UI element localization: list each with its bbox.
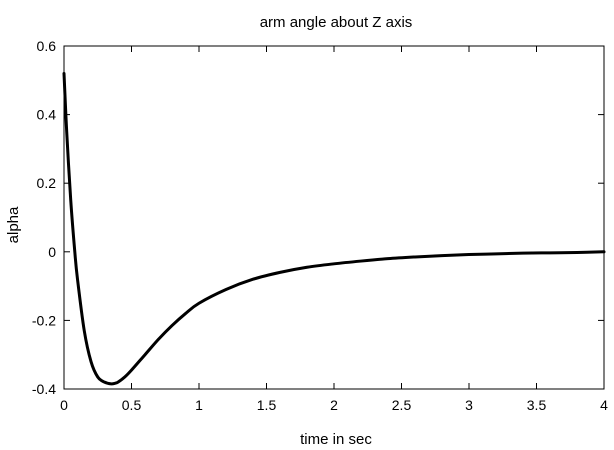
y-tick-label: -0.2	[32, 312, 56, 328]
y-tick-label: 0.4	[37, 107, 57, 123]
x-axis-label: time in sec	[300, 431, 372, 448]
y-tick-label: -0.4	[32, 381, 56, 397]
x-tick-label: 0	[60, 397, 68, 413]
y-tick-label: 0	[48, 244, 56, 260]
chart-title: arm angle about Z axis	[260, 14, 413, 31]
plot-area: 0 0.5 1 1.5 2 2.5 3 3.5 4 -0.4 -0.2 0 0.2 0.4 0.6	[32, 38, 608, 413]
x-tick-label: 0.5	[122, 397, 142, 413]
y-tick-label: 0.2	[37, 175, 57, 191]
x-tick-label: 1	[195, 397, 203, 413]
x-tick-label: 2	[330, 397, 338, 413]
y-axis-label: alpha	[5, 206, 22, 243]
plot-frame	[63, 45, 605, 390]
x-tick-label: 3.5	[527, 397, 547, 413]
x-tick-label: 4	[600, 397, 608, 413]
x-tick-label: 3	[465, 397, 473, 413]
x-tick-label: 2.5	[392, 397, 412, 413]
x-tick-label: 1.5	[257, 397, 277, 413]
series-line	[62, 71, 606, 386]
y-tick-label: 0.6	[37, 38, 57, 54]
